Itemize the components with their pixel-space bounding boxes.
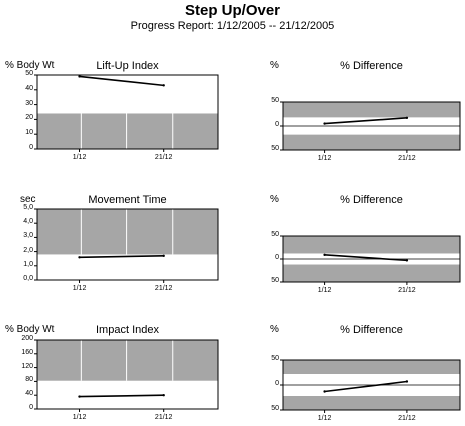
- y-axis-unit: % Body Wt: [5, 60, 55, 71]
- y-tick-label: 50: [271, 145, 279, 152]
- y-axis-unit: %: [270, 324, 279, 335]
- report-title: Step Up/Over: [184, 2, 281, 19]
- data-point: [323, 122, 326, 125]
- shaded-band: [37, 340, 218, 381]
- y-tick-label: 10: [25, 129, 33, 137]
- y-tick-label: 0: [275, 121, 279, 128]
- report-subtitle: Progress Report: 1/12/2005 -- 21/12/2005: [130, 20, 335, 32]
- chart-title: % Difference: [340, 194, 403, 206]
- data-point: [405, 380, 409, 383]
- series-line: [79, 75, 164, 87]
- chart-title: Lift-Up Index: [96, 60, 159, 72]
- y-tick-label: 40: [25, 84, 33, 92]
- data-point: [323, 253, 326, 257]
- y-tick-label: 40: [25, 390, 33, 398]
- series-line: [324, 254, 407, 262]
- x-tick-label: 1/12: [72, 414, 87, 421]
- y-axis-unit: sec: [20, 194, 36, 205]
- shaded-band: [283, 264, 460, 282]
- y-tick-label: 0,0: [23, 275, 33, 282]
- y-tick-label: 200: [21, 335, 33, 342]
- y-tick-label: 0: [275, 254, 279, 261]
- shaded-band: [283, 236, 460, 254]
- shaded-band: [283, 396, 460, 410]
- x-tick-label: 21/12: [154, 285, 173, 292]
- y-tick-label: 0: [29, 144, 33, 151]
- chart-title: Movement Time: [88, 194, 167, 206]
- series-line: [324, 117, 407, 125]
- chart-title: Impact Index: [96, 324, 159, 336]
- chart-title: % Difference: [340, 324, 403, 336]
- shaded-band: [283, 360, 460, 374]
- plot-frame: [36, 339, 219, 410]
- y-tick-label: 50: [271, 355, 279, 362]
- x-tick-label: 21/12: [398, 415, 416, 422]
- plot-frame: [36, 208, 219, 281]
- y-tick-label: 0: [29, 404, 33, 411]
- x-tick-label: 1/12: [72, 154, 87, 161]
- shaded-band: [37, 113, 218, 149]
- shaded-band: [37, 209, 218, 255]
- y-tick-label: 4,0: [23, 218, 33, 226]
- x-tick-label: 1/12: [317, 155, 332, 162]
- y-axis-unit: %: [270, 60, 279, 71]
- x-tick-label: 21/12: [154, 414, 173, 421]
- series-line: [324, 380, 407, 393]
- y-tick-label: 0: [275, 380, 279, 387]
- shaded-band: [283, 134, 460, 150]
- y-tick-label: 2,0: [23, 246, 33, 254]
- y-tick-label: 30: [25, 99, 33, 107]
- chart-title: % Difference: [340, 60, 403, 72]
- y-tick-label: 80: [25, 376, 33, 384]
- y-axis-unit: %: [270, 194, 279, 205]
- data-point: [405, 116, 409, 120]
- shaded-band: [283, 102, 460, 118]
- y-tick-label: 50: [271, 405, 279, 412]
- data-point: [78, 256, 81, 259]
- data-point: [162, 84, 165, 87]
- plot-frame: [36, 74, 219, 150]
- y-tick-label: 20: [25, 114, 33, 122]
- x-tick-label: 21/12: [154, 154, 173, 161]
- y-tick-label: 50: [25, 70, 33, 77]
- y-tick-label: 50: [271, 277, 279, 284]
- y-axis-unit: % Body Wt: [5, 324, 55, 335]
- x-tick-label: 1/12: [72, 285, 87, 292]
- data-point: [162, 254, 165, 258]
- series-line: [79, 394, 164, 398]
- y-tick-label: 120: [21, 362, 33, 370]
- data-point: [323, 390, 326, 393]
- x-tick-label: 1/12: [317, 287, 332, 294]
- data-point: [162, 394, 165, 397]
- y-tick-label: 50: [271, 97, 279, 104]
- data-point: [78, 395, 81, 398]
- y-tick-label: 3,0: [23, 232, 33, 240]
- data-point: [405, 259, 409, 262]
- x-tick-label: 21/12: [398, 155, 416, 162]
- y-tick-label: 160: [21, 348, 33, 356]
- x-tick-label: 21/12: [398, 287, 416, 294]
- y-tick-label: 5,0: [23, 204, 33, 211]
- data-point: [78, 75, 81, 78]
- series-line: [79, 255, 164, 259]
- x-tick-label: 1/12: [317, 415, 332, 422]
- y-tick-label: 1,0: [23, 260, 33, 268]
- y-tick-label: 50: [271, 231, 279, 238]
